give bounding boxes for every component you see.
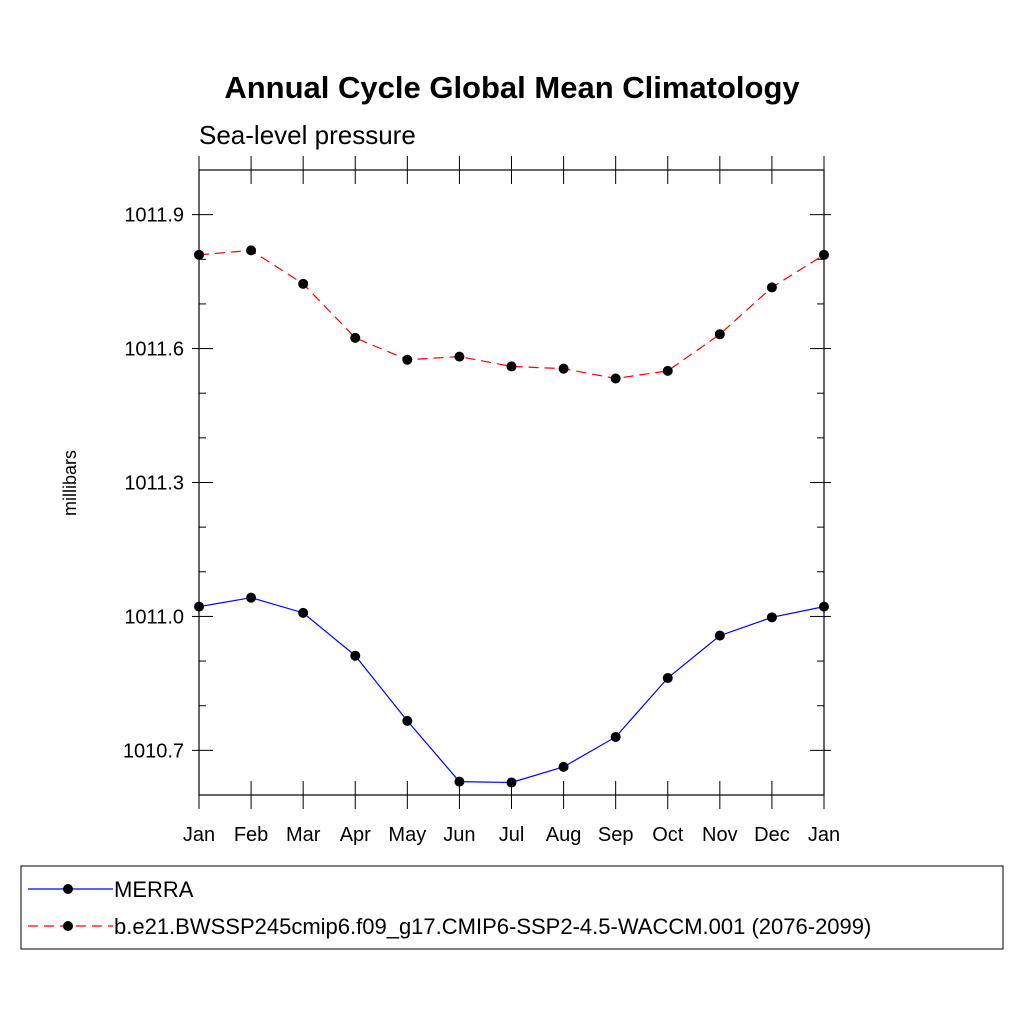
x-tick-label: Dec [754, 824, 790, 846]
y-tick-label: 1011.9 [124, 205, 184, 227]
legend-marker [63, 921, 73, 931]
data-point [766, 282, 777, 293]
data-point [298, 278, 309, 289]
y-tick-label: 1011.0 [124, 606, 184, 628]
series-line [198, 249, 825, 380]
axis-ticks [192, 156, 831, 809]
series-line [198, 597, 825, 784]
data-point [298, 607, 309, 618]
x-tick-label: Oct [652, 824, 684, 846]
data-point [819, 601, 829, 612]
data-point [454, 351, 465, 362]
data-point [350, 650, 361, 661]
data-point [662, 673, 673, 684]
x-tick-label: Feb [234, 824, 268, 846]
x-tick-label: Apr [340, 824, 371, 846]
chart-title: Annual Cycle Global Mean Climatology [224, 70, 800, 105]
data-point [506, 777, 517, 788]
y-tick-label: 1011.6 [124, 339, 184, 361]
x-tick-label: Jul [499, 824, 525, 846]
data-point [194, 601, 204, 612]
data-point [714, 329, 725, 340]
series-layer [194, 245, 829, 788]
x-tick-label: Jan [183, 824, 215, 846]
chart-subtitle: Sea-level pressure [199, 120, 416, 150]
data-point [610, 373, 621, 384]
y-tick-labels: 1010.7 1011.0 1011.3 1011.6 1011.9 [123, 205, 184, 763]
legend-box [20, 865, 1004, 950]
x-tick-label: May [388, 824, 426, 846]
x-tick-label: Aug [546, 824, 582, 846]
legend-marker [63, 884, 73, 894]
y-tick-label: 1010.7 [123, 740, 184, 762]
data-point [246, 592, 257, 603]
x-tick-label: Mar [286, 824, 321, 846]
data-point [506, 361, 517, 372]
legend-label: b.e21.BWSSP245cmip6.f09_g17.CMIP6-SSP2-4… [114, 914, 871, 939]
x-tick-labels: Jan Feb Mar Apr May Jun Jul Aug Sep Oct Nov Dec Jan [183, 824, 840, 846]
data-point [766, 612, 777, 623]
legend-label: MERRA [114, 877, 194, 902]
data-point [714, 630, 725, 641]
y-axis-label: millibars [60, 450, 80, 516]
x-tick-label: Jun [443, 824, 475, 846]
legend: MERRA b.e21.BWSSP245cmip6.f09_g17.CMIP6-S… [28, 877, 871, 939]
data-point [558, 761, 569, 772]
data-point [819, 249, 829, 260]
data-point [350, 332, 361, 343]
data-point [610, 731, 621, 742]
data-point [402, 354, 413, 365]
x-tick-label: Jan [808, 824, 840, 846]
y-tick-label: 1011.3 [124, 473, 184, 495]
data-point [662, 365, 673, 376]
plot-frame [198, 169, 825, 796]
data-point [402, 715, 413, 726]
data-point [454, 776, 465, 787]
data-point [194, 249, 204, 260]
data-point [558, 363, 569, 374]
x-tick-label: Sep [598, 824, 634, 846]
x-tick-label: Nov [702, 824, 738, 846]
data-point [246, 245, 257, 256]
